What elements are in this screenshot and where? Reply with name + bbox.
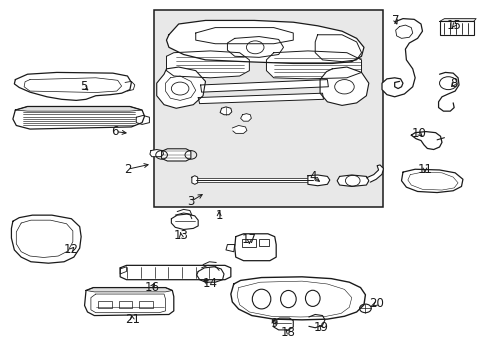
Polygon shape [13, 107, 144, 129]
Text: 11: 11 [417, 163, 431, 176]
Polygon shape [196, 267, 224, 282]
Bar [119, 301, 132, 308]
Polygon shape [15, 107, 142, 111]
Polygon shape [166, 51, 249, 78]
Polygon shape [150, 149, 163, 157]
Polygon shape [120, 265, 230, 280]
Text: 14: 14 [203, 278, 218, 291]
Bar [259, 239, 268, 246]
Polygon shape [225, 244, 234, 252]
Polygon shape [195, 28, 293, 44]
Bar [439, 22, 473, 35]
Text: 13: 13 [173, 229, 188, 242]
Polygon shape [120, 267, 126, 274]
Polygon shape [395, 25, 412, 39]
Polygon shape [24, 78, 122, 93]
Polygon shape [401, 169, 462, 193]
Polygon shape [136, 116, 149, 125]
Text: 15: 15 [446, 19, 461, 32]
Polygon shape [336, 175, 368, 186]
Text: 7: 7 [391, 14, 399, 27]
Text: 8: 8 [449, 77, 457, 90]
Polygon shape [266, 51, 361, 79]
Polygon shape [320, 67, 368, 105]
Polygon shape [307, 175, 329, 186]
Bar [154, 10, 383, 207]
Polygon shape [273, 318, 293, 330]
Bar [139, 301, 153, 308]
Text: 6: 6 [111, 125, 119, 138]
Text: 18: 18 [281, 326, 295, 339]
Bar [242, 239, 255, 247]
Polygon shape [234, 234, 276, 261]
Text: 20: 20 [368, 297, 383, 310]
Text: 4: 4 [308, 170, 316, 183]
Polygon shape [198, 93, 323, 104]
Text: 10: 10 [411, 127, 426, 140]
Polygon shape [232, 126, 246, 134]
Text: 17: 17 [242, 233, 256, 246]
Text: 9: 9 [269, 317, 277, 330]
Text: 12: 12 [64, 243, 79, 256]
Polygon shape [191, 176, 197, 184]
Polygon shape [315, 35, 361, 62]
Polygon shape [166, 21, 363, 63]
Text: 1: 1 [215, 210, 223, 222]
Polygon shape [381, 19, 422, 97]
Polygon shape [200, 80, 328, 92]
Polygon shape [220, 107, 231, 115]
Polygon shape [14, 72, 131, 100]
Text: 21: 21 [124, 313, 140, 327]
Text: 16: 16 [144, 281, 159, 294]
Polygon shape [161, 149, 190, 161]
Polygon shape [410, 132, 441, 149]
Text: 3: 3 [187, 195, 194, 208]
Polygon shape [84, 288, 173, 316]
Text: 19: 19 [313, 321, 328, 334]
Polygon shape [227, 37, 283, 57]
Polygon shape [171, 214, 198, 229]
Polygon shape [366, 165, 383, 182]
Text: 5: 5 [80, 80, 87, 93]
Polygon shape [165, 76, 195, 100]
Polygon shape [11, 215, 81, 263]
Bar [98, 301, 112, 308]
Polygon shape [230, 277, 365, 320]
Polygon shape [439, 19, 475, 22]
Text: 2: 2 [123, 163, 131, 176]
Polygon shape [86, 288, 172, 292]
Polygon shape [240, 114, 251, 121]
Polygon shape [157, 67, 205, 108]
